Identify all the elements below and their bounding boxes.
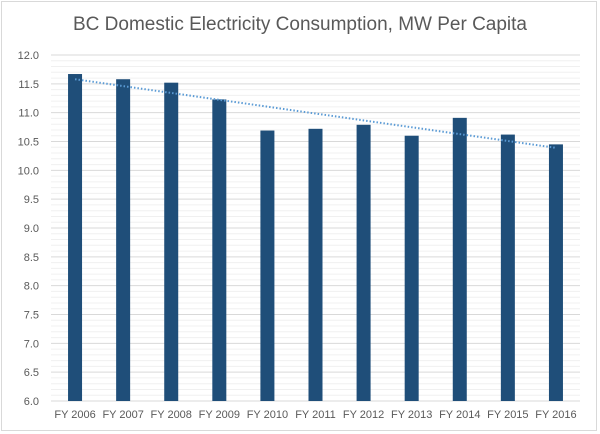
bar-fy-2012 [356,124,371,401]
x-tick-label: FY 2012 [343,409,384,421]
y-tick-label: 7.5 [24,310,39,322]
y-tick-label: 10.0 [18,165,39,177]
y-tick-label: 11.5 [18,79,39,91]
y-tick-label: 8.5 [24,252,39,264]
bar-fy-2010 [260,130,275,401]
y-tick-label: 8.0 [24,281,39,293]
y-tick-label: 11.0 [18,108,39,120]
bar-fy-2016 [548,144,563,401]
y-tick-label: 6.5 [24,367,39,379]
bar-fy-2008 [164,82,179,402]
y-tick-label: 10.5 [18,137,39,149]
x-tick-label: FY 2010 [247,409,288,421]
bar-fy-2007 [116,79,131,401]
x-tick-label: FY 2016 [535,409,576,421]
bar-fy-2011 [308,128,323,401]
x-tick-label: FY 2015 [487,409,528,421]
x-tick-label: FY 2008 [151,409,192,421]
bar-fy-2009 [212,99,227,402]
y-tick-label: 9.0 [24,223,39,235]
x-tick-label: FY 2006 [54,409,95,421]
bar-fy-2015 [500,134,515,401]
y-tick-label: 12.0 [18,50,39,62]
x-tick-label: FY 2007 [102,409,143,421]
y-tick-label: 6.0 [24,396,39,408]
y-tick-label: 9.5 [24,194,39,206]
x-tick-label: FY 2009 [199,409,240,421]
bar-fy-2013 [404,135,419,401]
bar-fy-2014 [452,117,467,402]
x-tick-label: FY 2011 [295,409,336,421]
trendline [74,78,557,149]
bar-fy-2006 [68,74,83,401]
y-tick-label: 7.0 [24,338,39,350]
x-tick-label: FY 2014 [439,409,480,421]
x-tick-label: FY 2013 [391,409,432,421]
chart-title: BC Domestic Electricity Consumption, MW … [72,14,527,35]
